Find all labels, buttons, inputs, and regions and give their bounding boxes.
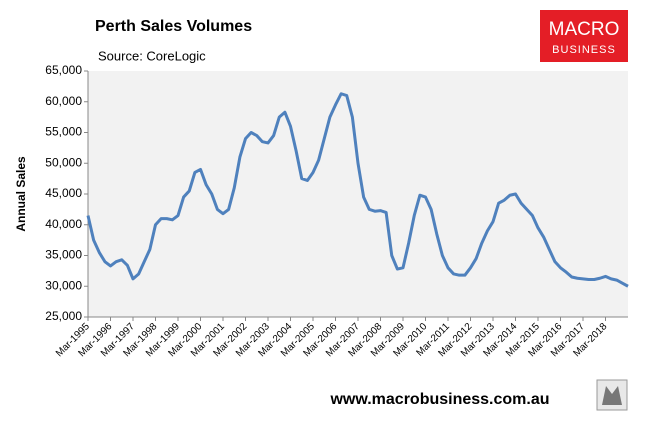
chart-title: Perth Sales Volumes xyxy=(95,18,252,35)
wolf-icon-shape xyxy=(602,386,622,405)
y-tick-label: 55,000 xyxy=(45,125,82,139)
plot-area xyxy=(88,71,628,317)
line-series xyxy=(86,92,629,288)
y-tick-label: 35,000 xyxy=(45,248,82,262)
y-tick-label: 30,000 xyxy=(45,278,82,292)
logo-box xyxy=(540,10,628,62)
logo-text: BUSINESS xyxy=(552,44,616,56)
footer: www.macrobusiness.com.au xyxy=(329,391,549,408)
y-tick-label: 50,000 xyxy=(45,155,82,169)
y-tick-label: 25,000 xyxy=(45,309,82,323)
y-tick-label: 60,000 xyxy=(45,94,82,108)
logo-text: MACRO xyxy=(549,19,620,40)
y-axis-label: Annual Sales xyxy=(14,156,28,232)
y-tick-label: 40,000 xyxy=(45,217,82,231)
y-tick-label: 45,000 xyxy=(45,186,82,200)
chart-subtitle: Source: CoreLogic xyxy=(98,48,206,63)
y-tick-label: 65,000 xyxy=(45,63,82,77)
